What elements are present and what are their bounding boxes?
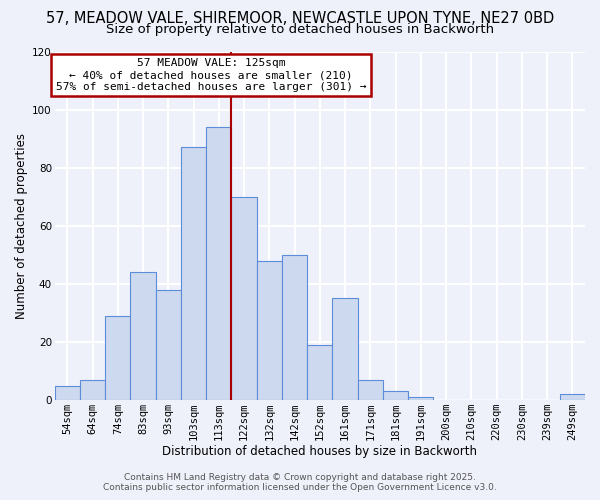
Bar <box>307 345 332 400</box>
Bar <box>257 260 282 400</box>
Bar <box>282 255 307 400</box>
Bar <box>80 380 105 400</box>
Bar <box>181 148 206 400</box>
Text: 57, MEADOW VALE, SHIREMOOR, NEWCASTLE UPON TYNE, NE27 0BD: 57, MEADOW VALE, SHIREMOOR, NEWCASTLE UP… <box>46 11 554 26</box>
Bar <box>105 316 130 400</box>
Bar <box>156 290 181 400</box>
Bar <box>560 394 585 400</box>
Bar <box>232 196 257 400</box>
Bar <box>358 380 383 400</box>
Bar <box>408 397 433 400</box>
X-axis label: Distribution of detached houses by size in Backworth: Distribution of detached houses by size … <box>163 444 478 458</box>
Bar <box>332 298 358 400</box>
Y-axis label: Number of detached properties: Number of detached properties <box>15 133 28 319</box>
Text: 57 MEADOW VALE: 125sqm
← 40% of detached houses are smaller (210)
57% of semi-de: 57 MEADOW VALE: 125sqm ← 40% of detached… <box>56 58 367 92</box>
Bar <box>130 272 156 400</box>
Bar <box>383 392 408 400</box>
Bar <box>206 127 232 400</box>
Text: Contains HM Land Registry data © Crown copyright and database right 2025.
Contai: Contains HM Land Registry data © Crown c… <box>103 473 497 492</box>
Bar <box>55 386 80 400</box>
Text: Size of property relative to detached houses in Backworth: Size of property relative to detached ho… <box>106 22 494 36</box>
